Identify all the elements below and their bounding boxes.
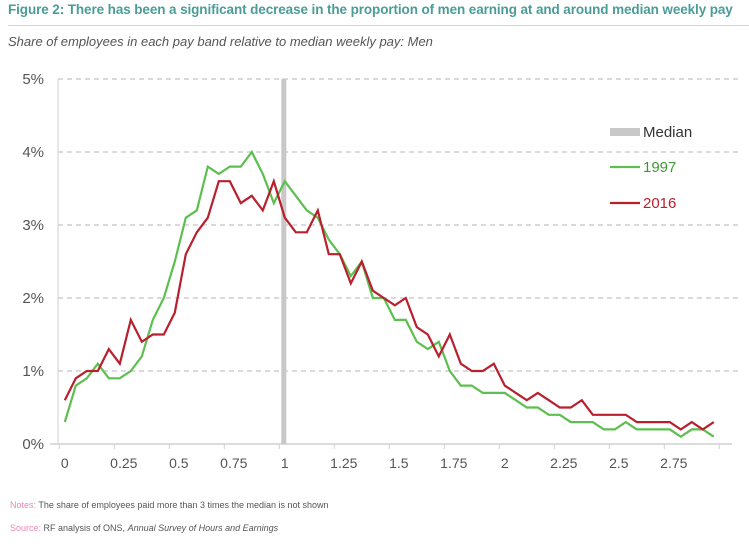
y-tick-label: 0% [22,436,44,453]
median-marker [281,79,287,444]
chart-subtitle: Share of employees in each pay band rela… [8,34,433,49]
notes-label: Notes: [10,500,37,510]
chart-source: Source: RF analysis of ONS, Annual Surve… [10,523,278,533]
legend-label-1997: 1997 [643,159,676,176]
title-divider [8,25,749,26]
x-tick-label: 1.25 [330,455,357,471]
legend: Median 1997 2016 [610,124,692,212]
series-lines [63,149,715,439]
x-tick-label: 0.75 [220,455,247,471]
y-tick-label: 2% [22,290,44,307]
x-tick-label: 2.25 [550,455,577,471]
legend-median-swatch [610,128,640,136]
x-tick-label: 2.5 [609,455,629,471]
x-axis: 0 0.25 0.5 0.75 1 1.25 1.5 1.75 2 2.25 2.5 2.75 [50,79,732,471]
x-tick-label: 1.75 [440,455,467,471]
source-label: Source: [10,523,42,533]
y-tick-label: 3% [22,217,44,234]
y-tick-label: 5% [22,71,44,88]
x-tick-label: 1.5 [389,455,409,471]
legend-label-median: Median [643,124,692,141]
legend-label-2016: 2016 [643,195,676,212]
notes-text: The share of employees paid more than 3 … [36,500,329,510]
gridlines [58,78,740,372]
series-line-1997 [63,149,715,439]
x-tick-label: 1 [281,455,289,471]
y-axis-ticks: 0% 1% 2% 3% 4% 5% [22,71,44,453]
y-tick-label: 4% [22,144,44,161]
figure-title: Figure 2: There has been a significant d… [8,2,733,17]
x-tick-label: 2.75 [660,455,687,471]
x-tick-label: 2 [501,455,509,471]
x-tick-label: 0.25 [110,455,137,471]
source-text: RF analysis of ONS, [41,523,128,533]
source-publication: Annual Survey of Hours and Earnings [127,523,279,533]
chart-notes: Notes: The share of employees paid more … [10,500,329,510]
median-bar [281,79,287,444]
y-tick-label: 1% [22,363,44,380]
x-tick-label: 0.5 [169,455,189,471]
series-line-2016 [63,177,715,431]
x-tick-label: 0 [61,455,69,471]
